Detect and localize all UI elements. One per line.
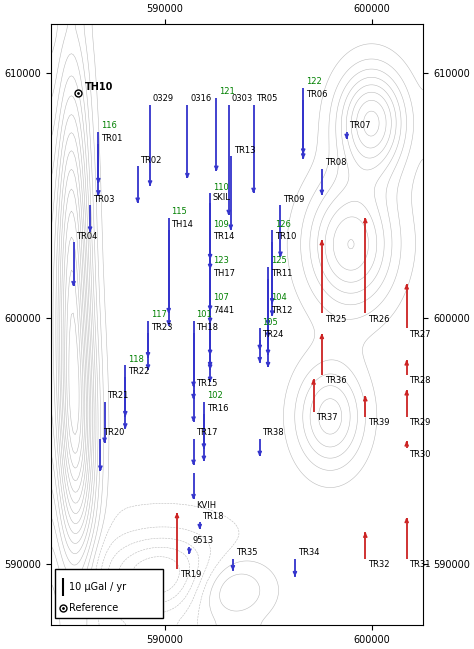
Text: 123: 123 — [213, 256, 229, 265]
Text: TR08: TR08 — [325, 158, 346, 167]
Text: TR11: TR11 — [271, 269, 292, 278]
Text: TR17: TR17 — [196, 428, 218, 437]
Text: TR31: TR31 — [410, 560, 431, 569]
Text: TR39: TR39 — [368, 418, 390, 427]
Text: 121: 121 — [219, 87, 235, 96]
Text: TR19: TR19 — [180, 570, 201, 579]
Text: TR15: TR15 — [196, 379, 218, 388]
Text: TR35: TR35 — [236, 548, 257, 557]
Text: TH18: TH18 — [196, 323, 219, 332]
Text: TR02: TR02 — [140, 156, 162, 165]
Text: 117: 117 — [151, 310, 167, 319]
Text: TR38: TR38 — [263, 428, 284, 437]
Text: TR20: TR20 — [103, 428, 125, 437]
Text: TR34: TR34 — [298, 548, 319, 557]
Text: 115: 115 — [172, 208, 187, 216]
Text: TR29: TR29 — [410, 418, 431, 427]
Text: KVIH: KVIH — [196, 501, 217, 510]
Text: 109: 109 — [213, 219, 228, 228]
Text: TR37: TR37 — [316, 413, 338, 422]
Text: 0303: 0303 — [231, 95, 253, 103]
Text: 122: 122 — [306, 77, 322, 86]
Text: 0316: 0316 — [190, 95, 211, 103]
Text: TR32: TR32 — [368, 560, 390, 569]
Text: TR05: TR05 — [256, 95, 278, 103]
Text: TR18: TR18 — [202, 511, 224, 520]
Text: 126: 126 — [275, 219, 291, 228]
Text: TR03: TR03 — [93, 195, 114, 204]
Text: TR25: TR25 — [325, 315, 346, 324]
Text: TR10: TR10 — [275, 232, 296, 241]
Text: TR21: TR21 — [107, 391, 129, 400]
Text: TR28: TR28 — [410, 376, 431, 386]
Text: 125: 125 — [271, 256, 287, 265]
Text: TR23: TR23 — [151, 323, 172, 332]
Text: SKIL: SKIL — [213, 193, 231, 202]
Text: 10 μGal / yr: 10 μGal / yr — [69, 582, 127, 592]
Text: TR22: TR22 — [128, 367, 149, 376]
Text: TH17: TH17 — [213, 269, 235, 278]
Text: 105: 105 — [263, 318, 278, 327]
Text: TR30: TR30 — [410, 450, 431, 459]
FancyBboxPatch shape — [55, 569, 163, 618]
Text: TR27: TR27 — [410, 330, 431, 339]
Text: TR09: TR09 — [283, 195, 305, 204]
Text: 7441: 7441 — [213, 306, 234, 315]
Text: TR26: TR26 — [368, 315, 390, 324]
Text: 110: 110 — [213, 183, 228, 192]
Text: 104: 104 — [271, 293, 287, 302]
Text: 102: 102 — [207, 391, 222, 400]
Text: 116: 116 — [101, 121, 117, 130]
Text: TR04: TR04 — [76, 232, 98, 241]
Text: TR06: TR06 — [306, 90, 328, 99]
Text: Reference: Reference — [69, 603, 118, 613]
Text: 107: 107 — [213, 293, 229, 302]
Text: TR07: TR07 — [349, 121, 371, 130]
Text: TR16: TR16 — [207, 404, 228, 413]
Text: TR13: TR13 — [234, 146, 255, 155]
Text: 9513: 9513 — [192, 536, 213, 545]
Text: TH14: TH14 — [172, 219, 193, 228]
Text: TR14: TR14 — [213, 232, 234, 241]
Text: TR24: TR24 — [263, 330, 284, 339]
Text: 118: 118 — [128, 354, 144, 363]
Text: TR01: TR01 — [101, 134, 122, 143]
Text: 0329: 0329 — [153, 95, 174, 103]
Text: TR36: TR36 — [325, 376, 346, 386]
Text: 101: 101 — [196, 310, 212, 319]
Text: TR12: TR12 — [271, 306, 292, 315]
Text: TH10: TH10 — [85, 82, 113, 92]
